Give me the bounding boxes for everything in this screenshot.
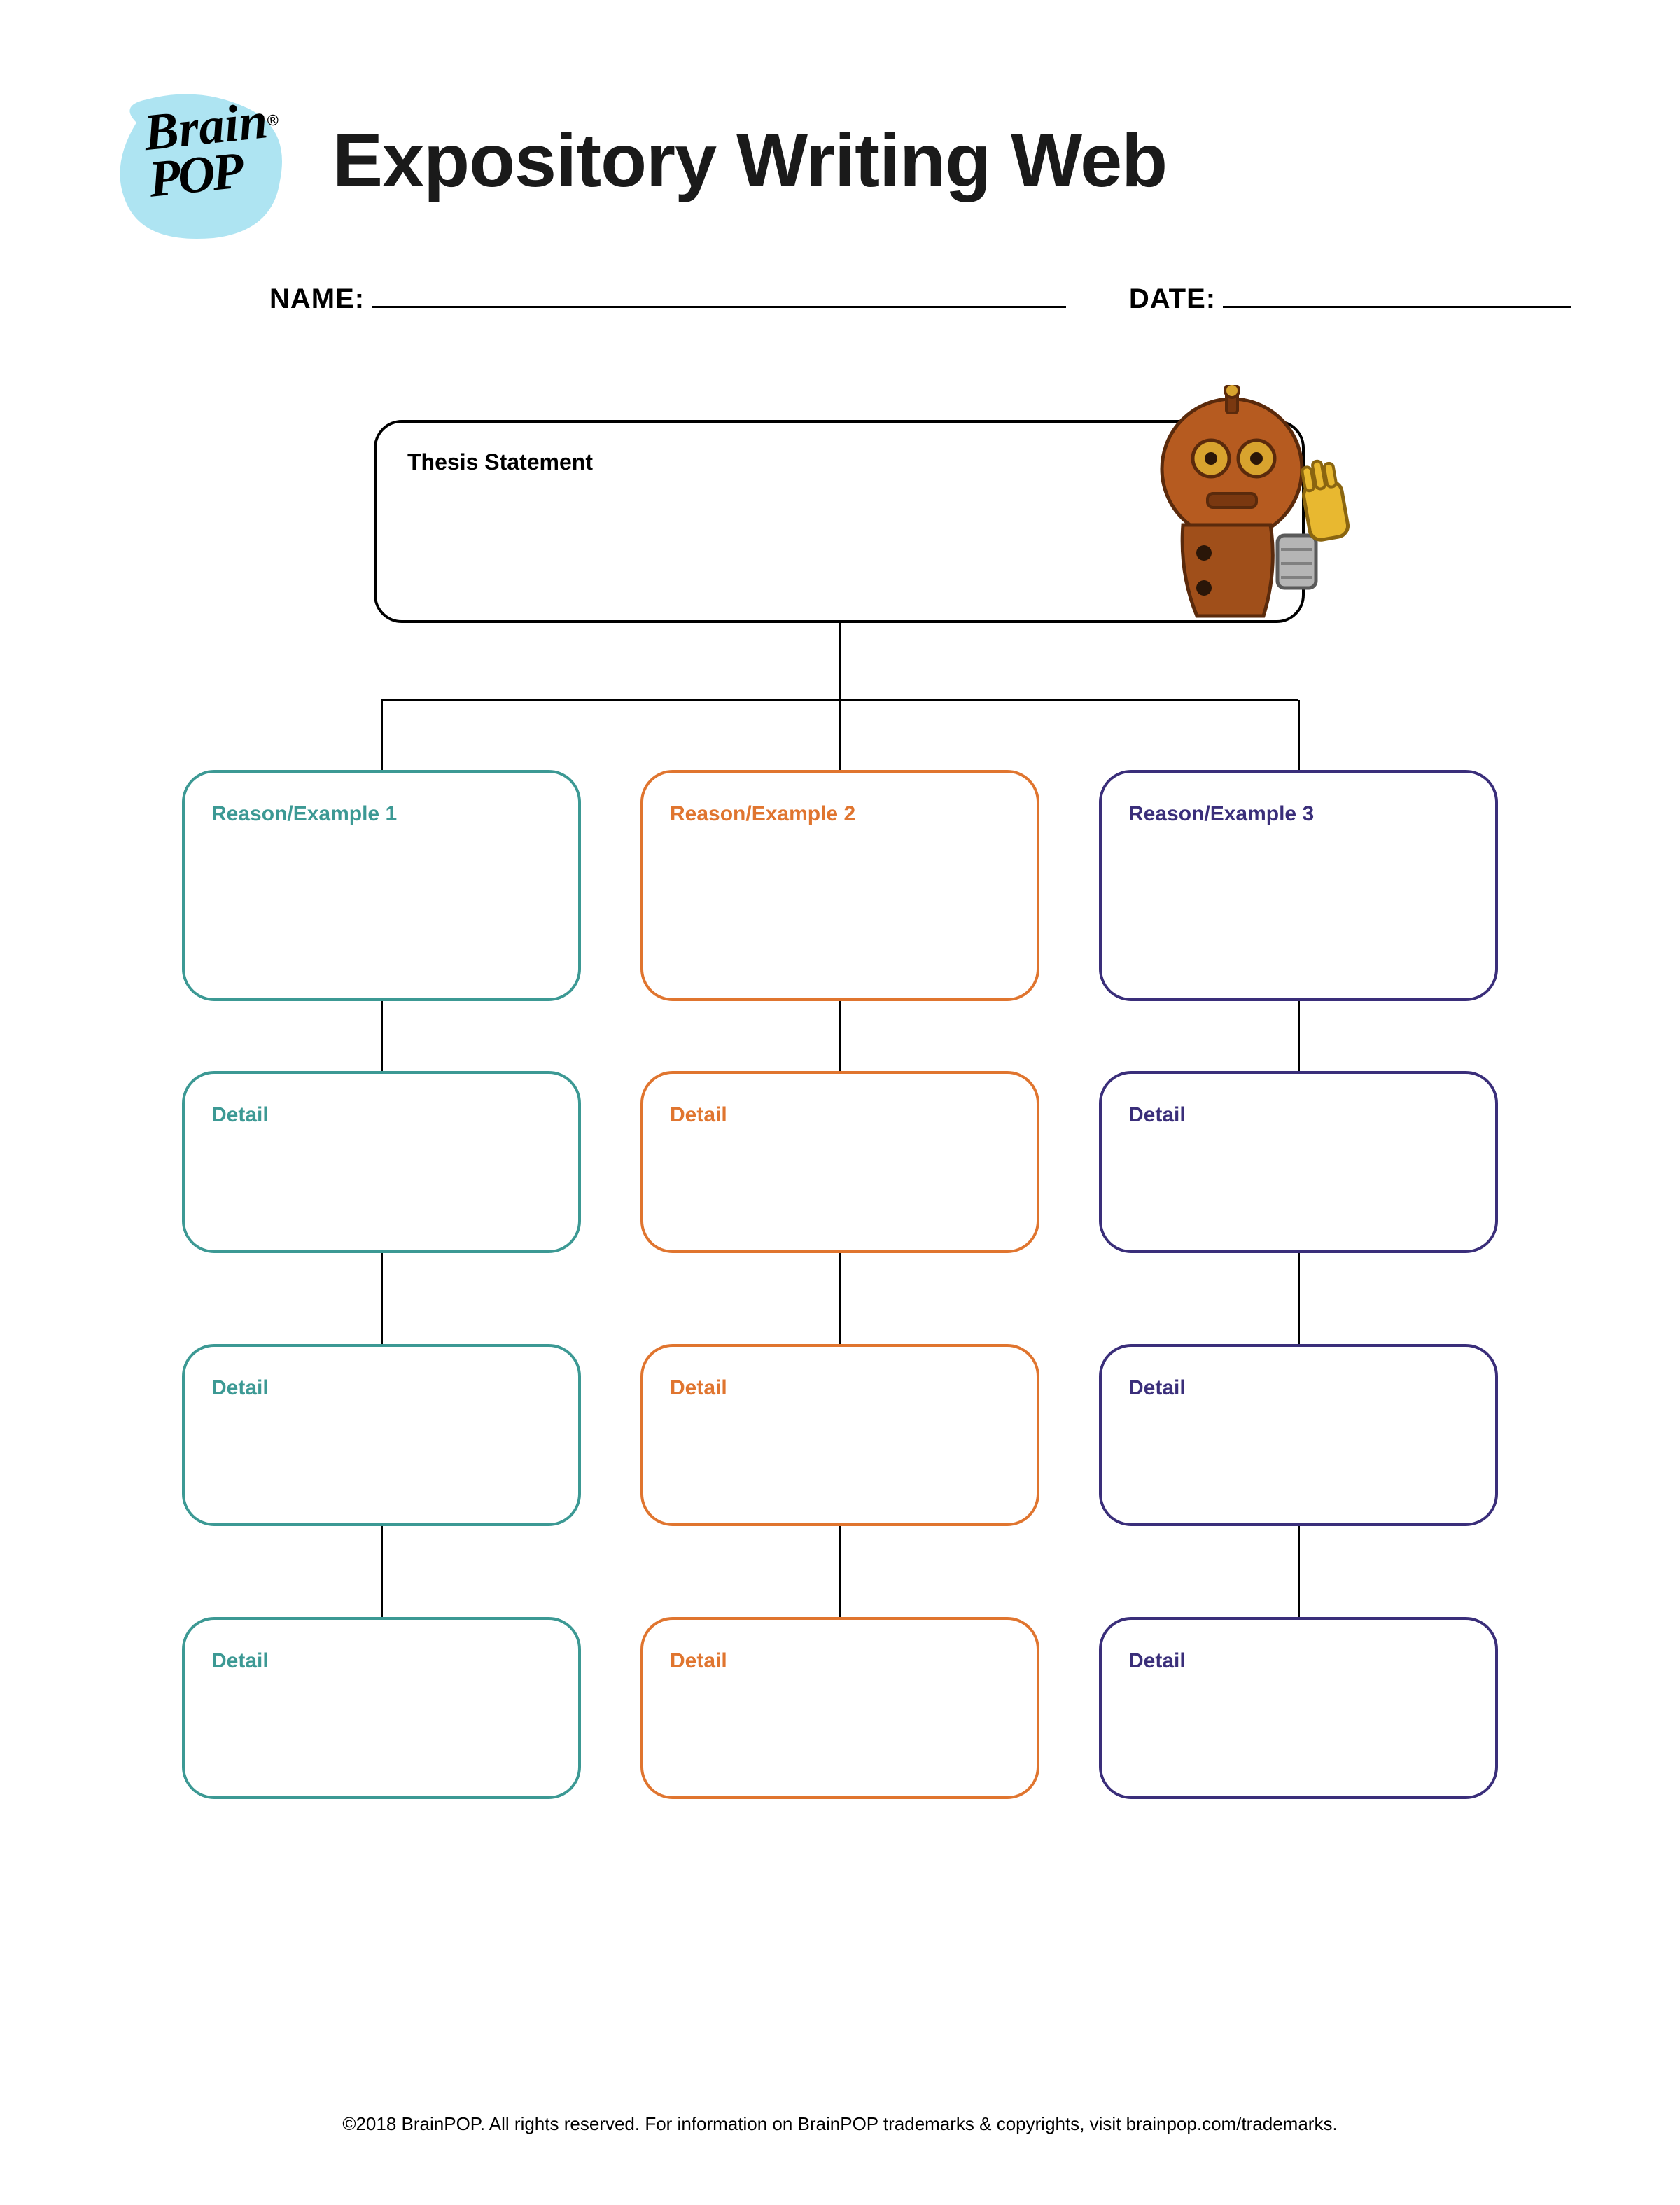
detail-label: Detail — [670, 1376, 1010, 1400]
detail-label: Detail — [211, 1376, 552, 1400]
footer-copyright: ©2018 BrainPOP. All rights reserved. For… — [0, 2113, 1680, 2135]
detail-box-1-1[interactable]: Detail — [182, 1071, 581, 1253]
detail-box-2-3[interactable]: Detail — [640, 1617, 1040, 1799]
reason-label: Reason/Example 2 — [670, 802, 1010, 826]
reason-label: Reason/Example 3 — [1128, 802, 1469, 826]
detail-label: Detail — [211, 1103, 552, 1127]
page-title: Expository Writing Web — [332, 116, 1167, 204]
detail-box-2-1[interactable]: Detail — [640, 1071, 1040, 1253]
reason-box-2[interactable]: Reason/Example 2 — [640, 770, 1040, 1001]
detail-box-3-3[interactable]: Detail — [1099, 1617, 1498, 1799]
name-label: NAME: — [270, 284, 365, 315]
brainpop-logo: Brain POP ® — [108, 91, 290, 245]
header: Brain POP ® Expository Writing Web — [108, 91, 1572, 245]
detail-label: Detail — [1128, 1376, 1469, 1400]
detail-label: Detail — [211, 1649, 552, 1673]
reason-label: Reason/Example 1 — [211, 802, 552, 826]
detail-box-1-2[interactable]: Detail — [182, 1344, 581, 1526]
worksheet-page: Brain POP ® Expository Writing Web NAME:… — [0, 0, 1680, 2205]
robot-character-icon — [1141, 385, 1358, 623]
reason-box-1[interactable]: Reason/Example 1 — [182, 770, 581, 1001]
date-field: DATE: — [1129, 280, 1572, 315]
detail-label: Detail — [670, 1649, 1010, 1673]
detail-box-3-2[interactable]: Detail — [1099, 1344, 1498, 1526]
detail-label: Detail — [670, 1103, 1010, 1127]
reason-box-3[interactable]: Reason/Example 3 — [1099, 770, 1498, 1001]
detail-box-2-2[interactable]: Detail — [640, 1344, 1040, 1526]
name-field: NAME: — [270, 280, 1066, 315]
date-label: DATE: — [1129, 284, 1216, 315]
name-input-line[interactable] — [372, 280, 1066, 308]
writing-web-diagram: Thesis Statement Reason/Example 1DetailD… — [182, 420, 1498, 1925]
date-input-line[interactable] — [1223, 280, 1572, 308]
detail-label: Detail — [1128, 1649, 1469, 1673]
detail-box-3-1[interactable]: Detail — [1099, 1071, 1498, 1253]
name-date-row: NAME: DATE: — [270, 280, 1572, 315]
detail-label: Detail — [1128, 1103, 1469, 1127]
logo-text: Brain POP ® — [142, 97, 275, 203]
detail-box-1-3[interactable]: Detail — [182, 1617, 581, 1799]
